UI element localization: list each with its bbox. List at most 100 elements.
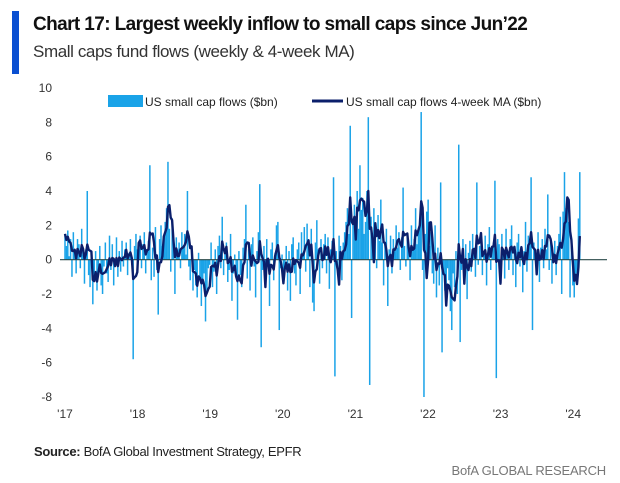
flow-bar [332,177,335,260]
flow-bar [399,259,402,270]
y-tick-label: 6 [45,150,52,164]
flow-bar [554,240,556,260]
flow-bar [325,259,328,274]
y-tick-label: 10 [39,81,53,95]
flow-bar [229,233,232,260]
flow-bar [549,242,552,260]
legend-label-bars: US small cap flows ($bn) [145,95,278,109]
flow-bar [420,112,422,260]
flow-bar [245,204,247,260]
flow-bar [297,242,300,260]
flow-bar [115,237,118,260]
flow-bar [253,259,255,267]
y-tick-label: -6 [41,356,52,370]
flow-bar [174,259,176,294]
flow-bar [446,259,449,269]
flow-bar [364,221,367,260]
flow-bar [99,245,101,260]
brand-label: BofA GLOBAL RESEARCH [451,463,607,478]
flow-bar [171,218,173,260]
flow-bar [220,259,222,269]
flow-bar [108,235,111,260]
flow-bar [165,208,168,260]
flow-bar [431,259,434,274]
flow-bar [375,259,378,269]
source-label: Source: [34,444,81,459]
flow-bar [303,227,306,260]
flow-bar [169,259,172,272]
flow-bar [140,259,143,269]
flow-bar [435,259,438,298]
flow-bar [179,259,182,269]
flow-bar [268,259,271,307]
flow-bar [299,259,301,294]
flow-bar [316,220,318,260]
flow-bar [291,244,293,260]
flow-bar [121,240,123,260]
flow-bar [329,249,332,260]
flow-bar [288,251,290,260]
flow-bar [434,225,436,260]
flow-bar [423,259,425,397]
flow-bar [93,259,95,281]
flow-bar [430,232,432,260]
flow-bar [338,235,340,260]
flow-bar [526,259,528,272]
source-note: Source: BofA Global Investment Strategy,… [34,444,302,459]
flow-bar [207,259,210,269]
flow-bar [146,251,148,260]
flow-bar [417,228,420,260]
title-accent-bar [12,11,19,74]
flow-bar [494,180,496,260]
flow-bar [71,259,73,277]
flow-bar [361,197,364,260]
flow-bar [555,259,557,276]
flow-bar [263,245,265,260]
flow-bar [292,237,294,260]
flow-bar [366,191,368,260]
flow-bar [142,244,144,260]
flow-bar [459,259,461,343]
flow-bar [238,251,240,260]
flow-bar [512,259,514,276]
ma-line [63,189,581,307]
flow-bar [441,259,443,353]
flow-bar [485,259,488,286]
flow-bar [160,225,162,260]
flow-bar [153,259,155,277]
flow-bar [488,227,491,260]
flow-bar [350,259,353,319]
flow-bar [126,259,129,276]
flow-bar [457,144,460,260]
chart-title: Chart 17: Largest weekly inflow to small… [33,14,528,35]
flow-bar [544,228,546,260]
flow-bar [86,191,89,260]
flow-bar [566,197,569,260]
flow-bar [455,251,457,260]
flow-bar [278,259,281,331]
flow-bar [256,251,258,260]
flow-bar [250,244,253,260]
flow-bar [537,232,539,260]
flow-bar [542,259,545,269]
flow-bar [215,259,218,294]
flow-bar [118,251,121,260]
flow-bar [203,259,205,274]
flow-bar [489,259,492,270]
y-tick-label: 4 [45,184,52,198]
flow-bar [259,184,261,260]
flow-bar [208,259,211,265]
flow-bar [505,228,507,260]
source-text: BofA Global Investment Strategy, EPFR [80,444,302,459]
flow-bar [211,259,214,288]
flow-bar [239,259,242,276]
x-tick-label: '18 [130,407,146,421]
flow-bar [360,209,363,260]
flow-bar [476,182,478,260]
flow-bar [402,187,404,260]
flow-bar [101,259,104,294]
flow-bar [107,259,109,282]
flow-bar [97,259,100,270]
flow-bar [403,245,406,260]
